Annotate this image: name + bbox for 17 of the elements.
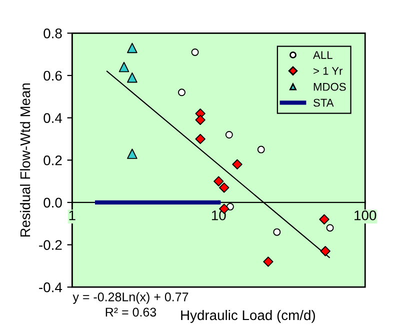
legend-label: ALL [313, 51, 332, 59]
legend-label: MDOS [314, 82, 346, 91]
y-tick-label: -0.2 [39, 240, 62, 250]
legend-label: > 1 Yr [314, 67, 343, 75]
y-tick-label: 0.6 [44, 70, 62, 81]
text: y = -0.28Ln(x) + 0.77 [72, 292, 188, 304]
x-tick-label: 1 [69, 210, 76, 220]
y-tick-label: 0.0 [44, 198, 62, 208]
y-tick-label: 0.2 [44, 155, 62, 166]
x-tick-label: 100 [354, 210, 376, 220]
y-tick-label: 0.4 [44, 113, 62, 123]
y-axis-title: Residual Flow-Wtd Mean [20, 83, 30, 237]
legend-label: STA [314, 98, 334, 107]
y-tick-label: 0.8 [44, 28, 62, 38]
y-tick-label: -0.4 [39, 282, 62, 292]
x-axis-title: Hydraulic Load (cm/d) [181, 310, 315, 323]
text: R² = 0.63 [106, 308, 156, 317]
